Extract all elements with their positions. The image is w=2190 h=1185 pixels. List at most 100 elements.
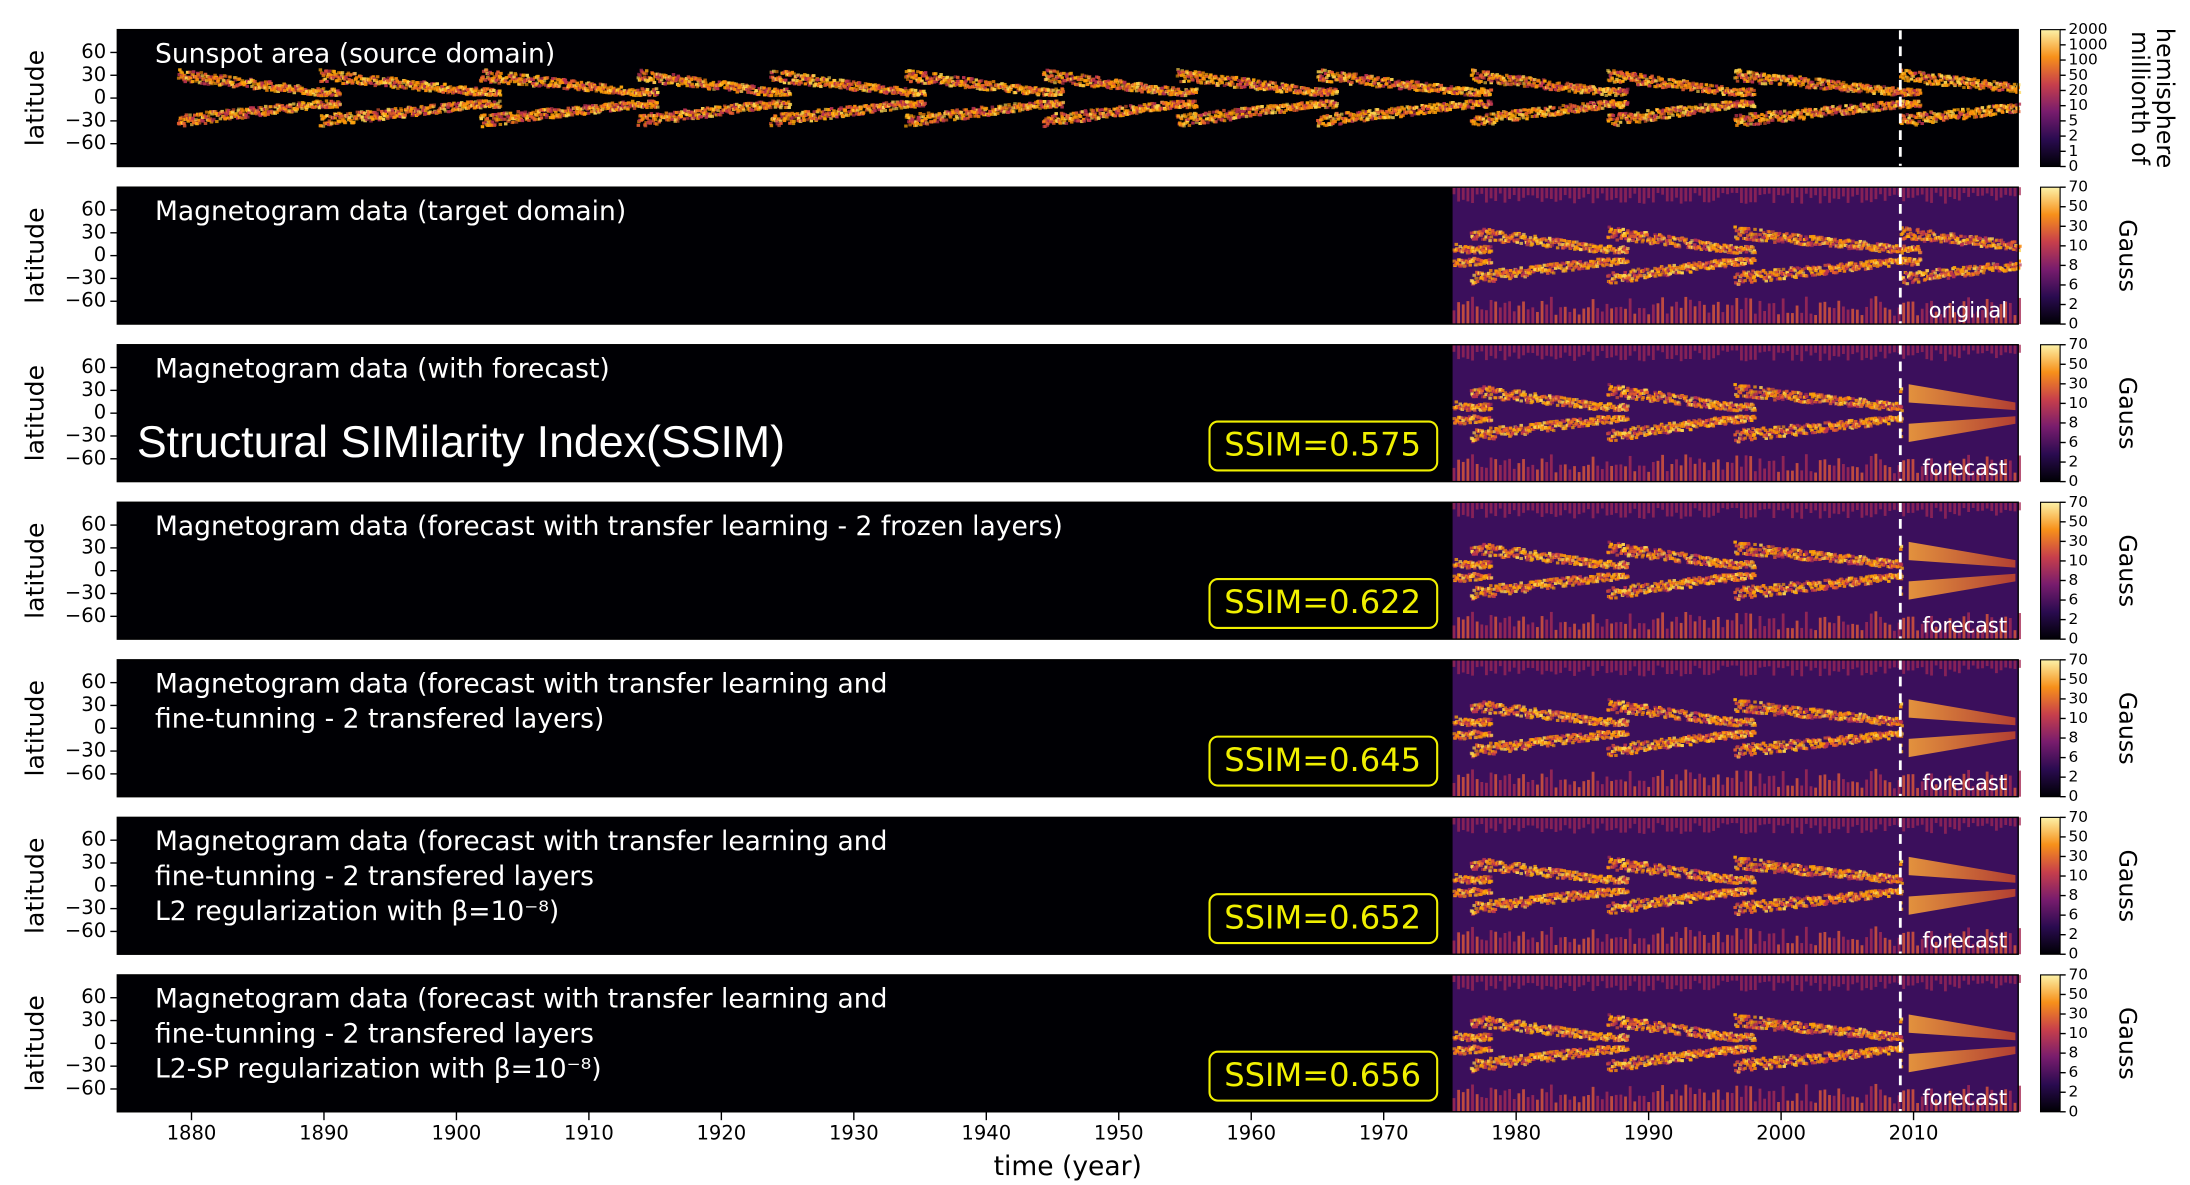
heatmap-cell — [1425, 111, 1428, 114]
heatmap-cell — [1278, 86, 1281, 89]
heatmap-cell — [1204, 112, 1207, 115]
heatmap-cell — [827, 76, 830, 79]
heatmap-cell — [680, 115, 683, 118]
heatmap-cell — [1445, 103, 1448, 106]
page: {"chart_data": [ {"type": "heatmap", "ti… — [0, 0, 2190, 1185]
heatmap-cell — [708, 86, 711, 89]
heatmap-cell — [488, 120, 491, 123]
heatmap-cell — [1471, 106, 1474, 109]
heatmap-cell — [916, 70, 919, 73]
heatmap-cell — [1477, 123, 1480, 126]
heatmap-cell — [953, 118, 956, 121]
heatmap-cell — [1376, 108, 1379, 111]
heatmap-cell — [945, 118, 948, 121]
heatmap-cell — [1051, 74, 1054, 77]
heatmap-cell — [1124, 105, 1127, 108]
heatmap-cell — [480, 80, 483, 83]
heatmap-cell — [550, 107, 553, 110]
heatmap-cell — [498, 100, 501, 103]
heatmap-cell — [1208, 111, 1211, 114]
heatmap-cell — [328, 70, 331, 73]
heatmap-cell — [949, 116, 952, 119]
heatmap-cell — [1376, 76, 1379, 79]
heatmap-cell — [910, 80, 913, 83]
heatmap-cell — [1476, 72, 1479, 75]
heatmap-cell — [1153, 102, 1156, 105]
heatmap-cell — [968, 86, 971, 89]
heatmap-cell — [188, 71, 191, 74]
heatmap-cell — [860, 106, 863, 109]
heatmap-cell — [241, 117, 244, 120]
heatmap-cell — [1211, 81, 1214, 84]
heatmap-cell — [792, 120, 795, 123]
heatmap-cell — [1317, 70, 1320, 73]
heatmap-cell — [833, 79, 836, 82]
heatmap-cell — [1388, 115, 1391, 118]
heatmap-cell — [1005, 107, 1008, 110]
heatmap-cell — [510, 114, 513, 117]
heatmap-cell — [536, 114, 539, 117]
heatmap-cell — [1397, 80, 1400, 83]
heatmap-cell — [775, 70, 778, 73]
heatmap-cell — [846, 87, 849, 90]
heatmap-cell — [985, 107, 988, 110]
heatmap-cell — [914, 89, 917, 92]
heatmap-cell — [1065, 122, 1068, 125]
heatmap-cell — [231, 81, 234, 84]
heatmap-cell — [386, 117, 389, 120]
heatmap-cell — [1470, 87, 1473, 90]
heatmap-cell — [1193, 100, 1196, 103]
heatmap-cell — [1151, 85, 1154, 88]
heatmap-cell — [1428, 103, 1431, 106]
heatmap-cell — [1460, 91, 1463, 94]
heatmap-cell — [454, 103, 457, 106]
heatmap-cell — [1479, 80, 1482, 83]
heatmap-cell — [1370, 117, 1373, 120]
heatmap-cell — [499, 105, 502, 108]
heatmap-cell — [1025, 85, 1028, 88]
heatmap-cell — [1252, 78, 1255, 81]
heatmap-cell — [265, 89, 268, 92]
heatmap-cell — [1195, 76, 1198, 79]
heatmap-cell — [1484, 81, 1487, 84]
heatmap-cell — [1425, 82, 1428, 85]
heatmap-cell — [926, 77, 929, 80]
heatmap-cell — [926, 123, 929, 126]
heatmap-cell — [889, 109, 892, 112]
heatmap-cell — [1043, 100, 1046, 103]
heatmap-cell — [524, 111, 527, 114]
heatmap-cell — [225, 113, 228, 116]
heatmap-cell — [539, 77, 542, 80]
heatmap-cell — [819, 85, 822, 88]
heatmap-cell — [1289, 88, 1292, 91]
heatmap-cell — [1370, 75, 1373, 78]
heatmap-cell — [806, 74, 809, 77]
heatmap-cell — [747, 91, 750, 94]
heatmap-cell — [822, 113, 825, 116]
heatmap-cell — [684, 109, 687, 112]
heatmap-cell — [269, 82, 272, 85]
heatmap-cell — [936, 120, 939, 123]
heatmap-cell — [438, 111, 441, 114]
heatmap-cell — [906, 78, 909, 81]
heatmap-cell — [269, 105, 272, 108]
heatmap-cell — [425, 82, 428, 85]
heatmap-cell — [795, 79, 798, 82]
heatmap-cell — [436, 82, 439, 85]
heatmap-cell — [499, 123, 502, 126]
heatmap-cell — [200, 71, 203, 74]
heatmap-cell — [1368, 109, 1371, 112]
heatmap-cell — [360, 115, 363, 118]
heatmap-cell — [659, 119, 662, 122]
heatmap-cell — [1410, 80, 1413, 83]
heatmap-cell — [484, 79, 487, 82]
heatmap-cell — [1403, 108, 1406, 111]
heatmap-cell — [1082, 84, 1085, 87]
heatmap-cell — [1117, 109, 1120, 112]
heatmap-cell — [325, 69, 328, 72]
heatmap-cell — [1355, 117, 1358, 120]
heatmap-cell — [1200, 81, 1203, 84]
heatmap-cell — [789, 93, 792, 96]
heatmap-cell — [1315, 87, 1318, 90]
heatmap-cell — [919, 123, 922, 126]
